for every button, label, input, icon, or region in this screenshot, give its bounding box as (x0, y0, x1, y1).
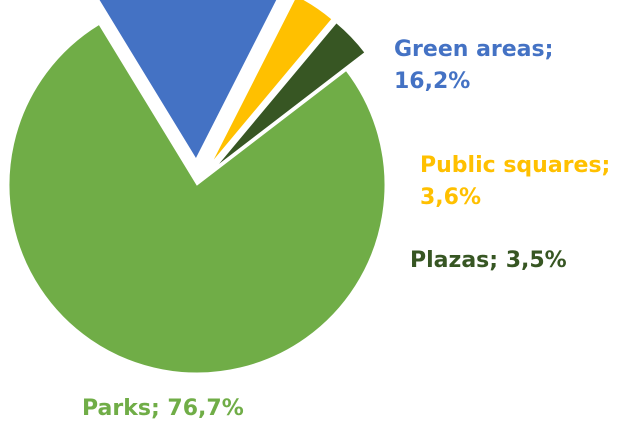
pie-slice-plazas (215, 22, 366, 168)
pie-labels: Parks; 76,7% Green areas; 16,2% Public squa… (82, 37, 610, 421)
pie-label-green-areas: Green areas; 16,2% (394, 37, 553, 94)
pie-label-parks: Parks; 76,7% (82, 396, 244, 421)
pie-label-plazas: Plazas; 3,5% (410, 248, 567, 273)
pie-slice-green-areas (98, 0, 278, 161)
pie-slice-public-squares (210, 0, 333, 164)
pie-label-public-squares: Public squares; 3,6% (420, 153, 610, 210)
pie-slices (8, 0, 386, 374)
pie-slice-parks (8, 23, 386, 374)
